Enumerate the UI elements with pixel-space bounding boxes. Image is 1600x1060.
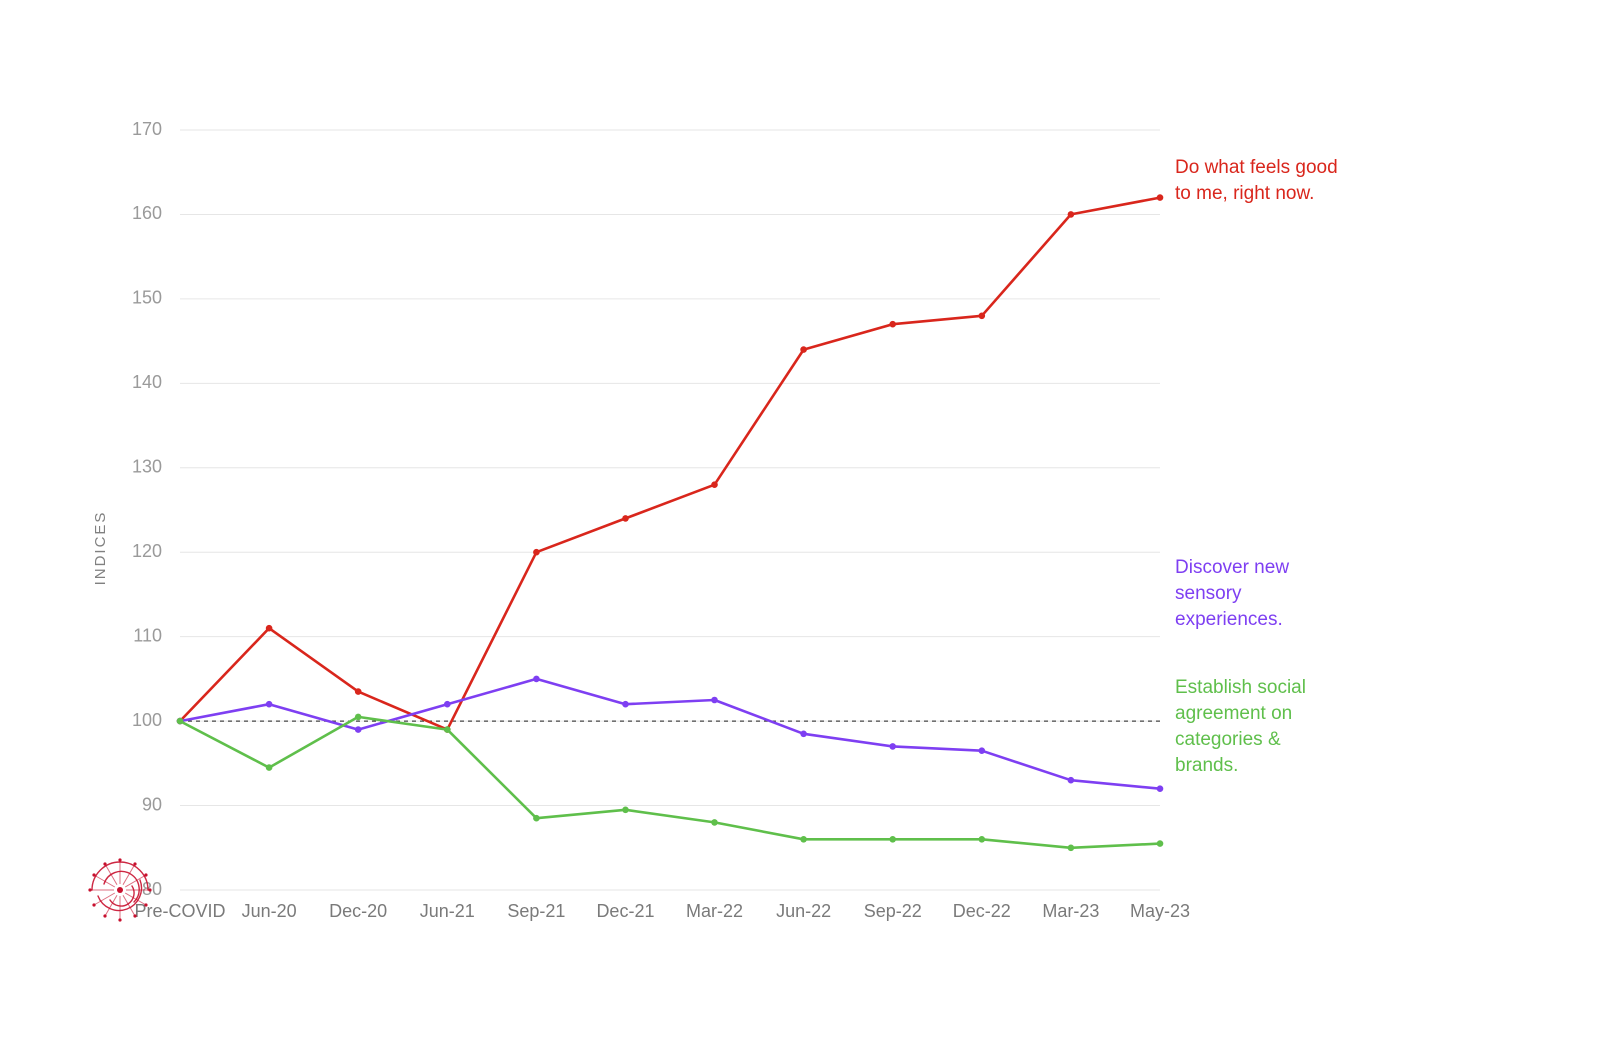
series-marker-sensory [622, 701, 629, 708]
series-marker-social [800, 836, 807, 843]
series-marker-sensory [1157, 785, 1164, 792]
x-tick-label: Jun-20 [242, 901, 297, 921]
series-marker-social [1157, 840, 1164, 847]
series-marker-feels_good [711, 481, 718, 488]
line-chart: 80 90 100 110 120 130 140 150 160 170 Pre-COVID Jun… [0, 0, 1600, 1060]
x-tick-label: Jun-22 [776, 901, 831, 921]
series-marker-sensory [979, 747, 986, 754]
series-marker-social [622, 807, 629, 814]
series-marker-social [533, 815, 540, 822]
series-marker-feels_good [889, 321, 896, 328]
series-marker-sensory [711, 697, 718, 704]
y-tick-label: 100 [132, 710, 162, 730]
series-marker-sensory [1068, 777, 1075, 784]
x-tick-label: Pre-COVID [134, 901, 225, 921]
x-tick-label: Jun-21 [420, 901, 475, 921]
series-marker-social [266, 764, 273, 771]
x-tick-label: Sep-21 [507, 901, 565, 921]
series-marker-feels_good [1068, 211, 1075, 218]
series-marker-social [444, 726, 451, 733]
x-tick-label: Dec-22 [953, 901, 1011, 921]
series-marker-feels_good [1157, 194, 1164, 201]
series-marker-social [889, 836, 896, 843]
x-tick-label: Dec-20 [329, 901, 387, 921]
y-tick-label: 140 [132, 372, 162, 392]
x-tick-label: May-23 [1130, 901, 1190, 921]
y-tick-label: 150 [132, 288, 162, 308]
series-marker-sensory [533, 676, 540, 683]
x-tick-label: Dec-21 [596, 901, 654, 921]
y-axis-title: INDICES [92, 511, 109, 586]
x-tick-label: Mar-22 [686, 901, 743, 921]
x-tick-label: Mar-23 [1042, 901, 1099, 921]
y-tick-label: 110 [133, 625, 162, 645]
series-marker-sensory [355, 726, 362, 733]
series-marker-feels_good [979, 313, 986, 320]
series-marker-feels_good [622, 515, 629, 522]
y-tick-label: 90 [142, 794, 162, 814]
series-marker-sensory [266, 701, 273, 708]
y-tick-label: 170 [132, 119, 162, 139]
series-marker-sensory [444, 701, 451, 708]
chart-container: 80 90 100 110 120 130 140 150 160 170 Pre-COVID Jun… [0, 0, 1600, 1060]
series-marker-feels_good [355, 688, 362, 695]
series-marker-sensory [889, 743, 896, 750]
series-marker-social [711, 819, 718, 826]
series-marker-feels_good [533, 549, 540, 556]
series-marker-feels_good [800, 346, 807, 353]
series-marker-sensory [800, 731, 807, 738]
series-marker-social [177, 718, 184, 725]
series-marker-social [355, 714, 362, 721]
series-marker-social [979, 836, 986, 843]
y-tick-label: 130 [132, 457, 162, 477]
y-tick-label: 80 [142, 879, 162, 899]
series-marker-social [1068, 845, 1075, 852]
y-tick-label: 160 [132, 203, 162, 223]
y-tick-label: 120 [132, 541, 162, 561]
x-tick-label: Sep-22 [864, 901, 922, 921]
series-marker-feels_good [266, 625, 273, 632]
